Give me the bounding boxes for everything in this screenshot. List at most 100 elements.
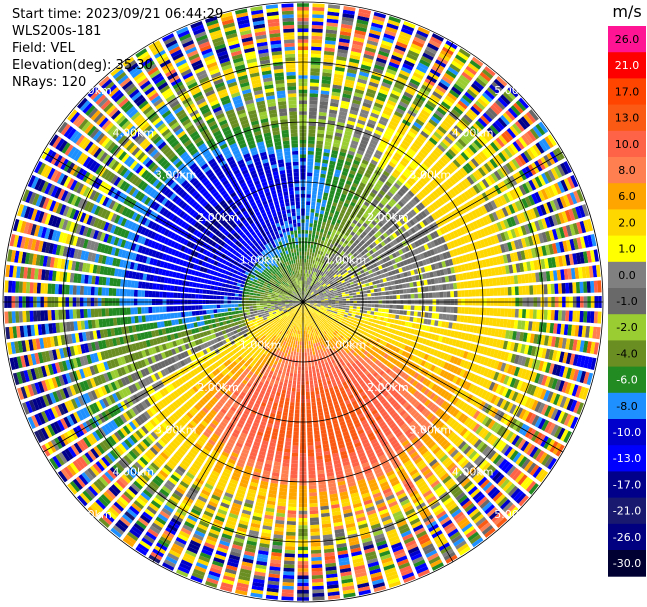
velocity-gate	[363, 156, 371, 162]
velocity-gate	[309, 495, 318, 500]
velocity-gate	[376, 284, 381, 288]
velocity-gate	[303, 287, 304, 292]
velocity-gate	[403, 21, 416, 29]
velocity-gate	[368, 162, 376, 169]
velocity-gate	[363, 242, 369, 248]
velocity-gate	[409, 78, 421, 87]
velocity-gate	[430, 36, 443, 45]
velocity-gate	[410, 209, 417, 216]
velocity-gate	[310, 60, 321, 65]
velocity-gate	[464, 290, 469, 297]
velocity-gate	[521, 134, 531, 146]
velocity-gate	[402, 206, 410, 213]
velocity-gate	[492, 102, 503, 113]
velocity-gate	[341, 96, 351, 103]
velocity-gate	[391, 314, 396, 319]
velocity-gate	[314, 216, 319, 221]
velocity-gate	[355, 85, 366, 92]
velocity-gate	[369, 213, 375, 220]
velocity-gate	[504, 287, 509, 296]
velocity-gate	[358, 146, 366, 152]
velocity-gate	[396, 76, 407, 84]
velocity-gate	[367, 165, 375, 172]
velocity-gate	[523, 114, 534, 126]
velocity-gate	[348, 113, 358, 119]
velocity-gate	[311, 234, 316, 239]
velocity-gate	[366, 39, 379, 47]
velocity-gate	[334, 306, 339, 309]
velocity-gate	[437, 159, 446, 168]
velocity-gate	[386, 191, 394, 198]
velocity-gate	[317, 269, 320, 274]
velocity-gate	[399, 187, 407, 195]
velocity-gate	[304, 251, 307, 256]
velocity-gate	[453, 314, 458, 322]
velocity-gate	[328, 280, 333, 284]
velocity-gate	[325, 245, 329, 250]
velocity-gate	[312, 190, 317, 195]
velocity-gate	[395, 107, 405, 115]
velocity-gate	[356, 303, 361, 307]
velocity-gate	[364, 228, 370, 234]
velocity-gate	[339, 240, 344, 246]
velocity-gate	[511, 308, 516, 318]
velocity-gate	[389, 93, 400, 100]
velocity-gate	[312, 271, 316, 276]
velocity-gate	[366, 314, 371, 318]
velocity-gate	[439, 306, 444, 313]
velocity-gate	[349, 260, 355, 265]
velocity-gate	[363, 248, 369, 254]
velocity-gate	[362, 175, 370, 182]
velocity-gate	[318, 246, 322, 251]
velocity-gate	[358, 115, 367, 122]
velocity-gate	[394, 44, 407, 52]
velocity-gate	[312, 416, 318, 421]
velocity-gate	[373, 185, 380, 192]
velocity-gate	[334, 73, 344, 79]
velocity-gate	[346, 317, 351, 321]
velocity-gate	[317, 258, 321, 262]
velocity-gate	[321, 259, 326, 264]
velocity-gate	[413, 225, 420, 232]
velocity-gate	[312, 3, 325, 8]
velocity-gate	[329, 160, 336, 166]
velocity-gate	[337, 243, 342, 249]
velocity-gate	[432, 149, 441, 158]
velocity-gate	[453, 57, 465, 67]
velocity-gate	[324, 185, 330, 190]
velocity-gate	[526, 148, 536, 160]
velocity-gate	[318, 364, 322, 369]
velocity-gate	[434, 176, 442, 185]
velocity-gate	[333, 176, 339, 181]
velocity-gate	[304, 244, 308, 249]
velocity-gate	[331, 240, 336, 245]
velocity-gate	[394, 193, 402, 200]
velocity-gate	[374, 251, 380, 257]
velocity-gate	[325, 36, 337, 42]
velocity-gate	[427, 169, 436, 178]
velocity-gate	[375, 224, 381, 230]
velocity-gate	[315, 272, 319, 277]
velocity-gate	[476, 153, 485, 163]
velocity-gate	[439, 78, 451, 88]
velocity-gate	[525, 111, 537, 124]
velocity-gate	[346, 298, 350, 301]
velocity-gate	[405, 56, 417, 65]
velocity-gate	[435, 285, 440, 291]
velocity-gate	[320, 299, 325, 301]
velocity-gate	[318, 217, 323, 222]
velocity-gate	[404, 168, 413, 176]
velocity-gate	[435, 188, 443, 196]
velocity-gate	[345, 211, 351, 217]
velocity-gate	[331, 205, 337, 211]
velocity-gate	[355, 255, 360, 260]
velocity-gate	[321, 86, 330, 92]
velocity-gate	[310, 546, 321, 551]
velocity-gate	[307, 333, 310, 338]
velocity-gate	[312, 369, 316, 374]
velocity-gate	[410, 288, 415, 293]
velocity-gate	[342, 93, 352, 99]
velocity-gate	[461, 307, 465, 314]
velocity-gate	[364, 219, 371, 225]
velocity-gate	[315, 365, 319, 370]
